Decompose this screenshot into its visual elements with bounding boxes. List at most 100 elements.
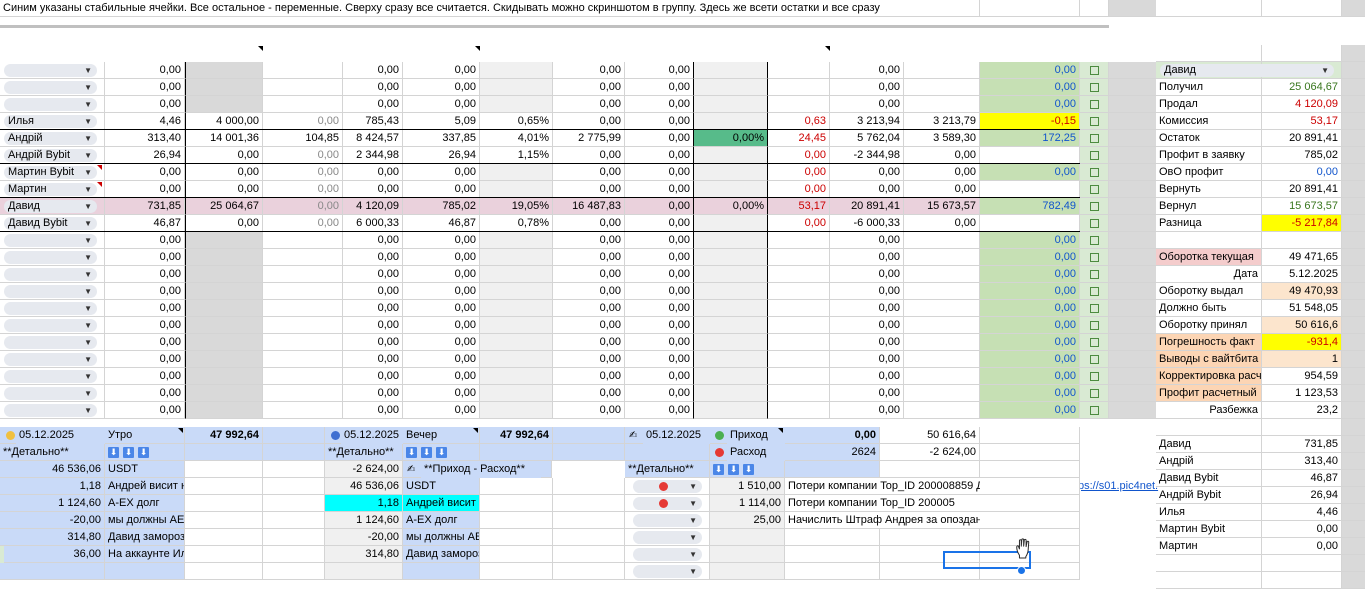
chevron-down-icon[interactable]: ▼ (84, 236, 92, 245)
checkbox-cell-r1[interactable] (1080, 62, 1109, 79)
cell-r13-received[interactable] (185, 266, 263, 283)
checkbox-cell-r5[interactable] (1080, 130, 1109, 147)
cell-r15-received[interactable] (185, 300, 263, 317)
cell-r5-mid[interactable]: 2 775,99 (553, 130, 625, 147)
checkbox-cell-r17[interactable] (1080, 334, 1109, 351)
cell-r12-returned[interactable] (904, 249, 980, 266)
checkbox-cell-r6[interactable] (1080, 147, 1109, 164)
cell-r14-must_return[interactable]: 0,00 (830, 283, 904, 300)
bottom-ledger-detail-label[interactable]: **Детально** (625, 461, 710, 478)
bottom-entry-1-amount[interactable]: 1 510,00 (710, 478, 785, 495)
cell-r11-received[interactable] (185, 232, 263, 249)
cell-r12-pct_ovo[interactable] (694, 249, 768, 266)
chevron-down-icon[interactable]: ▼ (84, 66, 92, 75)
panel-ranking-row-2-label[interactable]: Андрій (1156, 453, 1262, 470)
cell-r6-cost[interactable]: 0,00 (768, 147, 830, 164)
cell-r17-received[interactable] (185, 334, 263, 351)
cell-r18-profit_ovo[interactable]: 0,00 (625, 351, 694, 368)
bottom-entry-5-amount[interactable] (710, 546, 785, 563)
panel-ranking-row-5-value[interactable]: 4,46 (1262, 504, 1342, 521)
cell-r19-difference[interactable]: 0,00 (980, 368, 1080, 385)
panel-trailing-label[interactable] (1156, 572, 1262, 589)
bottom-morning-item-1-label[interactable]: USDT (105, 461, 185, 478)
checkbox-cell-r12[interactable] (1080, 249, 1109, 266)
cell-r13-cost[interactable] (768, 266, 830, 283)
cell-r16-sold[interactable]: 0,00 (343, 317, 403, 334)
bottom-expense-total[interactable]: -2 624,00 (880, 444, 980, 461)
cell-r1-result[interactable]: 0,00 (105, 62, 185, 79)
cell-r12-profit_req[interactable]: 0,00 (403, 249, 480, 266)
morning-arrow-down-icon-3[interactable]: ⬇ (138, 447, 149, 458)
cell-r17-pct_ex[interactable] (480, 334, 553, 351)
cell-r14-mid[interactable]: 0,00 (553, 283, 625, 300)
checkbox-cell-r10[interactable] (1080, 215, 1109, 232)
bottom-evening-item-3-value[interactable]: 1 124,60 (325, 512, 403, 529)
cell-r11-must_return[interactable]: 0,00 (830, 232, 904, 249)
cell-r12-cost[interactable] (768, 249, 830, 266)
cell-r9-must_return[interactable]: 20 891,41 (830, 198, 904, 215)
cell-r10-result[interactable]: 46,87 (105, 215, 185, 232)
row-checkbox[interactable] (1090, 219, 1099, 228)
cell-r1-difference[interactable]: 0,00 (980, 62, 1080, 79)
panel-turnover-row-6-value[interactable]: -931,4 (1262, 334, 1342, 351)
bottom-rowpad-c-3[interactable] (480, 529, 553, 546)
cell-r21-mid[interactable]: 0,00 (553, 402, 625, 419)
cell-r13-pct_ovo[interactable] (694, 266, 768, 283)
cell-r6-reverse[interactable]: 0,00 (263, 147, 343, 164)
panel-turnover-row-5-value[interactable]: 50 616,6 (1262, 317, 1342, 334)
checkbox-cell-r7[interactable] (1080, 164, 1109, 181)
cell-r13-profit_req[interactable]: 0,00 (403, 266, 480, 283)
row-checkbox[interactable] (1090, 338, 1099, 347)
chevron-down-icon[interactable]: ▼ (84, 83, 92, 92)
cell-r8-pct_ovo[interactable] (694, 181, 768, 198)
bottom-rowpad-a-4[interactable] (185, 546, 263, 563)
cell-r20-sold[interactable]: 0,00 (343, 385, 403, 402)
panel-turnover-row-8-label[interactable]: Корректировка расчет (1156, 368, 1262, 385)
morning-arrow-down-icon-1[interactable]: ⬇ (108, 447, 119, 458)
cell-r14-difference[interactable]: 0,00 (980, 283, 1080, 300)
manager-dropdown-r3[interactable]: ▼ (4, 98, 97, 111)
cell-r15-result[interactable]: 0,00 (105, 300, 185, 317)
bottom-evening-time-label[interactable]: Вечер (403, 427, 480, 444)
bottom-r2-pad1[interactable] (185, 461, 263, 478)
cell-r20-received[interactable] (185, 385, 263, 402)
manager-dropdown-r14[interactable]: ▼ (4, 285, 97, 298)
manager-dropdown-r15[interactable]: ▼ (4, 302, 97, 315)
bottom-r1-pad2[interactable] (263, 444, 325, 461)
cell-r3-result[interactable]: 0,00 (105, 96, 185, 113)
manager-dropdown-r8[interactable]: Мартин ▼ (4, 183, 97, 196)
row-checkbox[interactable] (1090, 355, 1099, 364)
panel-manager-row-5-label[interactable]: Профит в заявку (1156, 147, 1262, 164)
cell-r3-must_return[interactable]: 0,00 (830, 96, 904, 113)
bottom-morning-item-6-label[interactable]: На аккаунте Ильи (105, 546, 185, 563)
panel-manager-dropdown[interactable]: Давид ▼ (1160, 64, 1334, 77)
cell-r5-must_return[interactable]: 5 762,04 (830, 130, 904, 147)
cell-r17-reverse[interactable] (263, 334, 343, 351)
cell-r6-difference[interactable] (980, 147, 1080, 164)
cell-r9-pct_ex[interactable]: 19,05% (480, 198, 553, 215)
cell-r16-reverse[interactable] (263, 317, 343, 334)
cell-r8-received[interactable]: 0,00 (185, 181, 263, 198)
cell-r17-result[interactable]: 0,00 (105, 334, 185, 351)
cell-r11-profit_req[interactable]: 0,00 (403, 232, 480, 249)
bottom-income-value[interactable]: 0,00 (785, 427, 880, 444)
panel-spacer-1-value[interactable] (1262, 45, 1342, 62)
cell-r3-mid[interactable]: 0,00 (553, 96, 625, 113)
chevron-down-icon[interactable]: ▼ (84, 219, 92, 228)
cell-r16-result[interactable]: 0,00 (105, 317, 185, 334)
panel-turnover-row-7-value[interactable]: 1 (1262, 351, 1342, 368)
bottom-evening-item-2-value[interactable]: 1,18 (325, 495, 403, 512)
cell-r14-profit_ovo[interactable]: 0,00 (625, 283, 694, 300)
evening-arrow-down-icon-2[interactable]: ⬇ (421, 447, 432, 458)
panel-ranking-row-4-label[interactable]: Андрій Bybit (1156, 487, 1262, 504)
bottom-r1-pad1[interactable] (185, 444, 263, 461)
bottom-evening-item-2-label[interactable]: Андрей висит на ББ (403, 495, 480, 512)
cell-r17-profit_ovo[interactable]: 0,00 (625, 334, 694, 351)
chevron-down-icon[interactable]: ▼ (84, 185, 92, 194)
panel-turnover-row-4-value[interactable]: 51 548,05 (1262, 300, 1342, 317)
cell-r6-pct_ovo[interactable] (694, 147, 768, 164)
cell-r7-returned[interactable]: 0,00 (904, 164, 980, 181)
bottom-r2-pad5[interactable] (980, 461, 1080, 478)
cell-r9-difference[interactable]: 782,49 (980, 198, 1080, 215)
bottom-evening-item-3-label[interactable]: A-EX долг (403, 512, 480, 529)
